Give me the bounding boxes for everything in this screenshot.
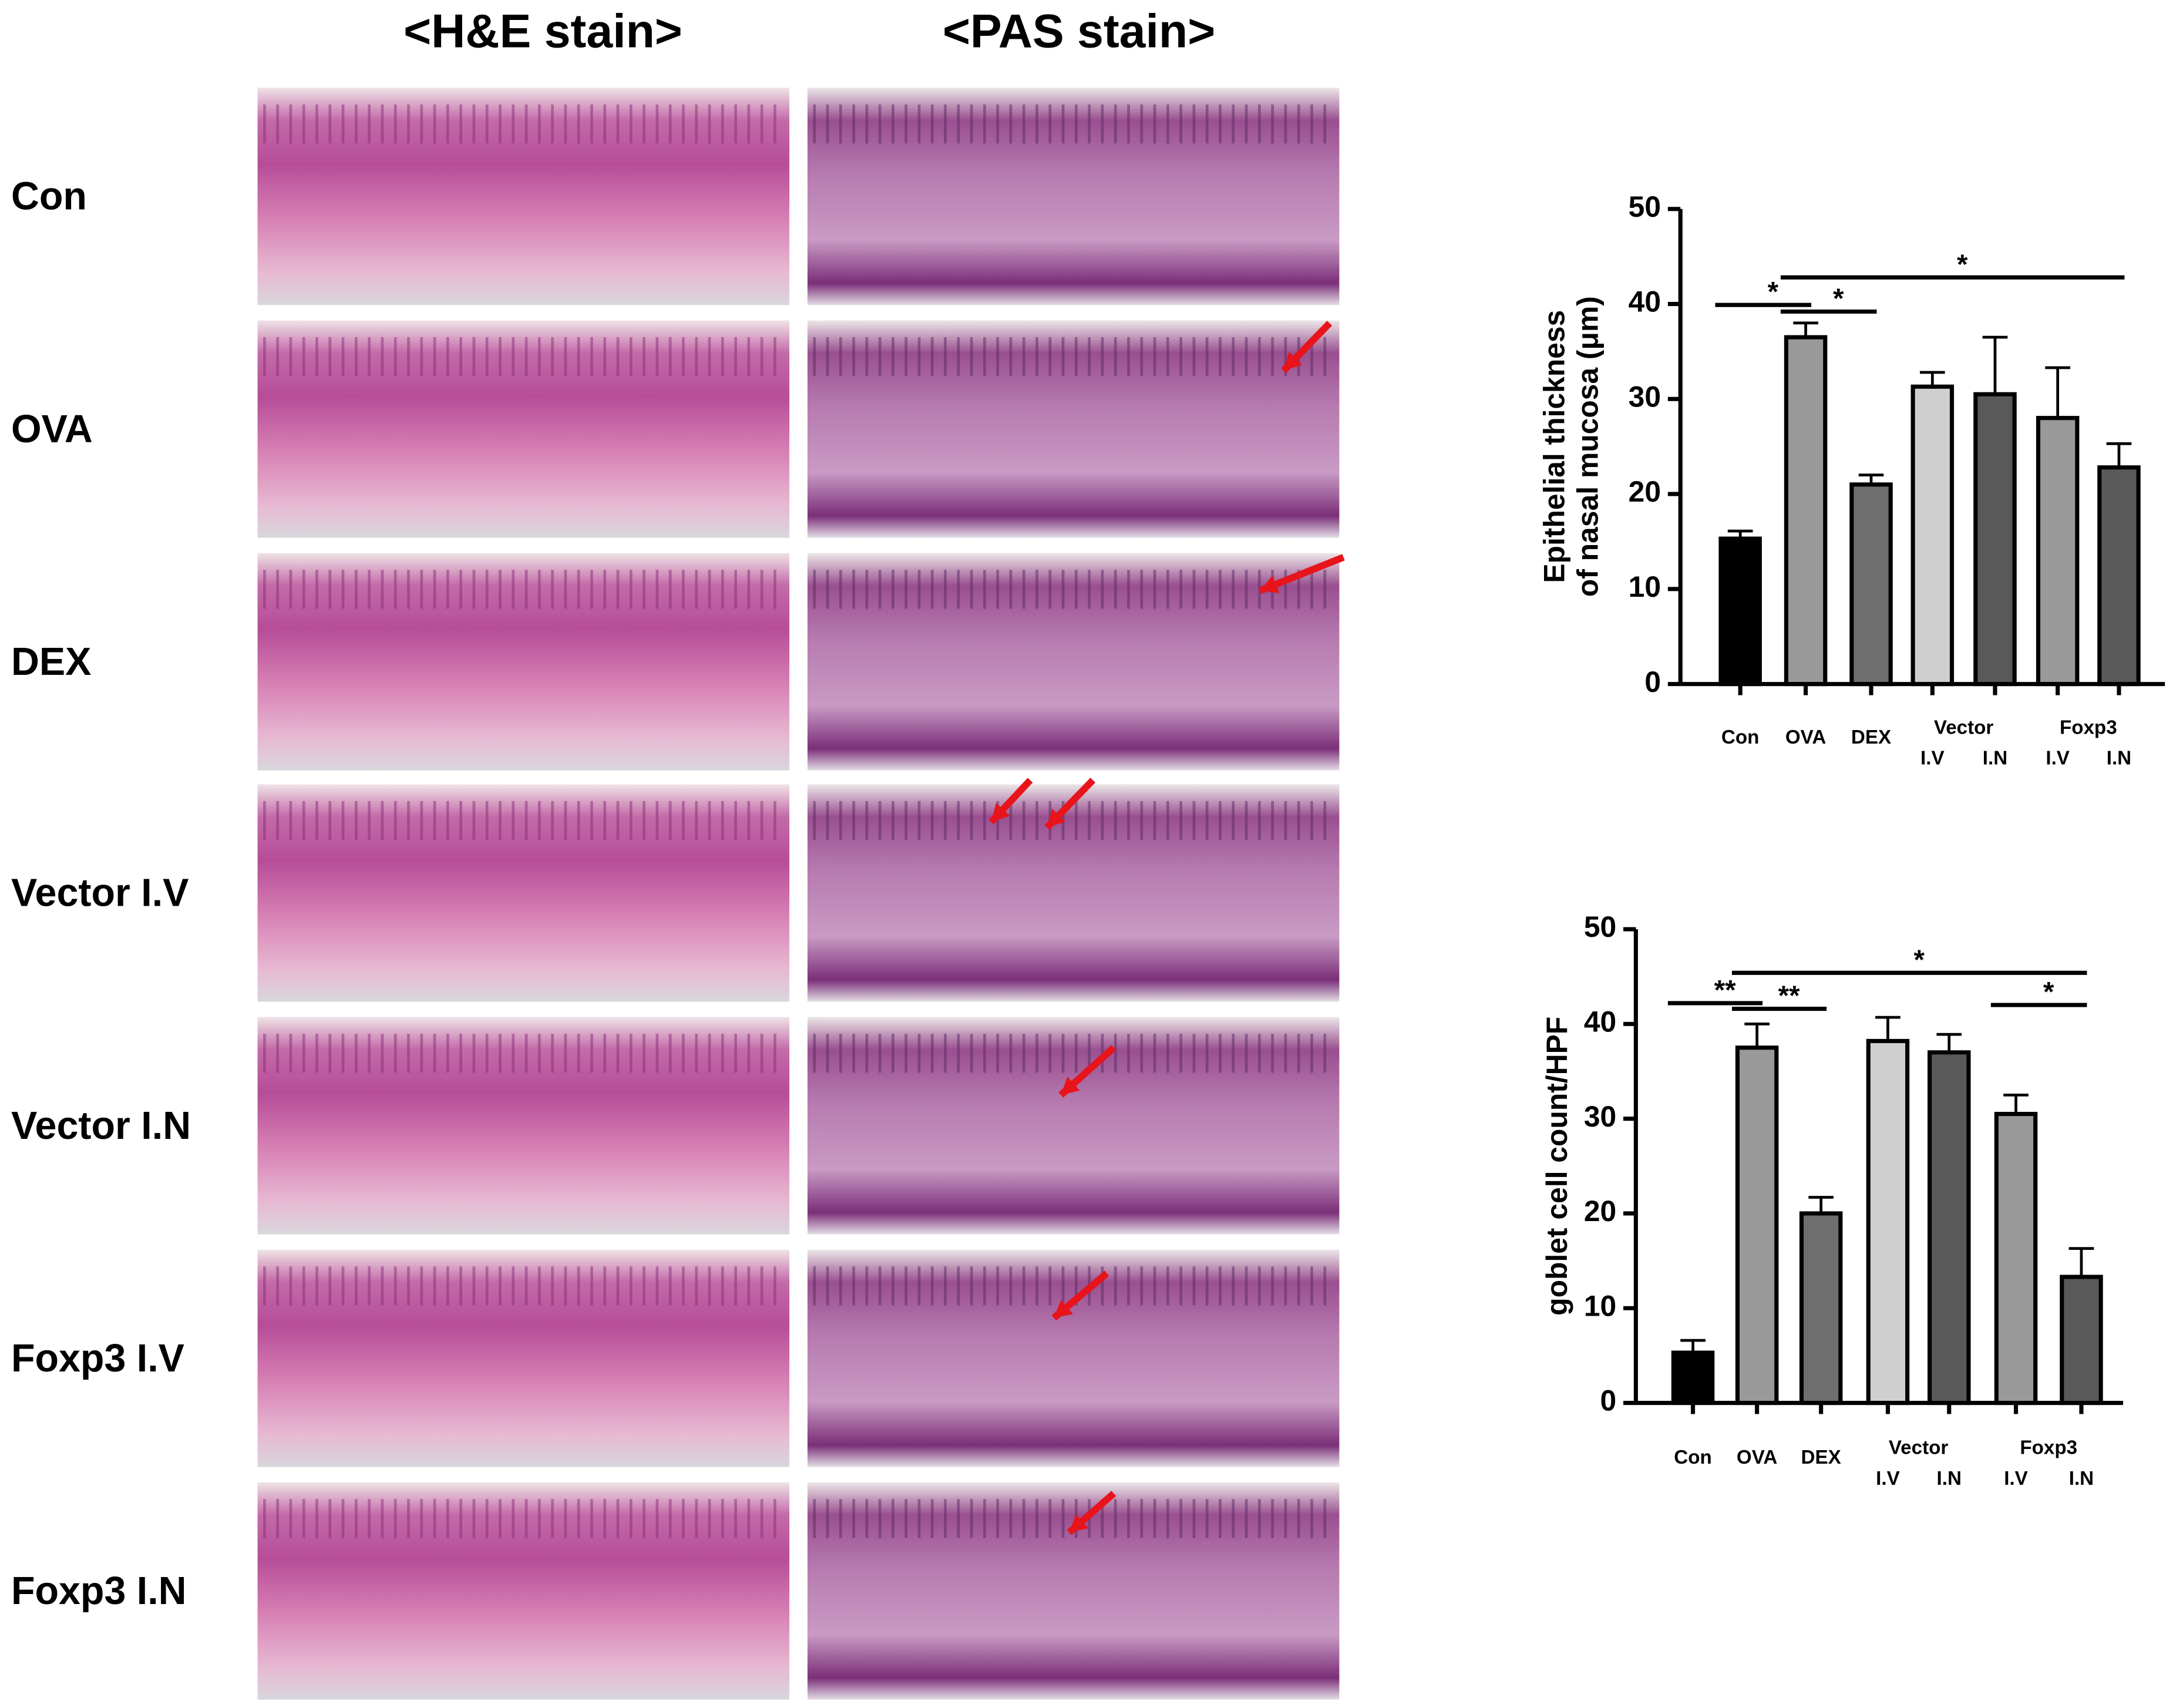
y-tick-label: 10	[1584, 1289, 1616, 1322]
significance-label: **	[1778, 980, 1800, 1011]
he-micrograph	[257, 1017, 790, 1235]
bar	[1784, 335, 1828, 687]
arrow-head	[1283, 351, 1303, 371]
row-label: Foxp3 I.V	[11, 1337, 184, 1380]
arrow-head	[1054, 1299, 1074, 1318]
y-tick-label: 40	[1629, 285, 1661, 318]
arrow-head	[1069, 1514, 1088, 1533]
x-tick-label: OVA	[1737, 1447, 1777, 1468]
arrow-head	[1260, 576, 1280, 593]
he-micrograph	[257, 88, 790, 305]
y-tick-label: 40	[1584, 1006, 1616, 1038]
column-header: <H&E stain>	[403, 5, 682, 58]
row-label: Foxp3 I.N	[11, 1569, 187, 1613]
x-tick-label: I.V	[2004, 1468, 2028, 1490]
y-axis-label: of nasal mucosa (μm)	[1571, 296, 1604, 597]
x-tick-label: I.V	[1920, 747, 1945, 769]
he-micrograph	[257, 553, 790, 771]
bar	[1994, 1112, 2038, 1406]
bar	[2097, 465, 2141, 687]
x-tick-label: DEX	[1801, 1447, 1841, 1468]
pas-micrograph	[807, 1017, 1340, 1235]
group-label: Foxp3	[2020, 1437, 2077, 1459]
x-tick-label: DEX	[1851, 727, 1891, 748]
y-tick-label: 30	[1584, 1100, 1616, 1133]
row-label: DEX	[11, 640, 91, 684]
x-tick-label: I.V	[1876, 1468, 1900, 1490]
x-tick-label: I.N	[2107, 747, 2131, 769]
group-label: Vector	[1889, 1437, 1949, 1459]
bar	[2060, 1275, 2103, 1406]
y-axis-label: Epithelial thickness	[1538, 310, 1570, 583]
group-label: Foxp3	[2060, 717, 2117, 738]
y-tick-label: 0	[1600, 1384, 1617, 1417]
row-label: Vector I.N	[11, 1104, 191, 1148]
he-micrograph	[257, 784, 790, 1002]
he-micrograph	[257, 1249, 790, 1467]
x-tick-label: I.N	[1937, 1468, 1962, 1490]
bar	[1973, 392, 2017, 687]
group-label: Vector	[1934, 717, 1994, 738]
y-tick-label: 20	[1629, 475, 1661, 508]
y-axis-label: goblet cell count/HPF	[1540, 1017, 1573, 1316]
significance-label: *	[1833, 283, 1844, 314]
bar	[1910, 384, 1955, 687]
he-micrograph	[257, 1482, 790, 1700]
pas-micrograph	[807, 1249, 1340, 1467]
bar	[1866, 1038, 1910, 1406]
x-tick-label: I.V	[2046, 747, 2070, 769]
x-tick-label: Con	[1674, 1447, 1711, 1468]
bar	[1718, 536, 1762, 687]
x-tick-label: OVA	[1785, 727, 1826, 748]
pas-micrograph	[807, 553, 1340, 771]
y-tick-label: 0	[1644, 665, 1661, 698]
y-tick-label: 30	[1629, 380, 1661, 413]
significance-label: *	[1768, 277, 1779, 308]
arrow-head	[991, 803, 1010, 822]
significance-label: *	[2043, 977, 2054, 1008]
bar	[1735, 1045, 1779, 1406]
significance-label: *	[1957, 249, 1968, 280]
x-tick-label: I.N	[1983, 747, 2007, 769]
significance-label: *	[1914, 944, 1925, 976]
row-label: Con	[11, 175, 87, 218]
y-tick-label: 20	[1584, 1195, 1616, 1228]
significance-label: **	[1714, 974, 1736, 1006]
x-tick-label: I.N	[2069, 1468, 2094, 1490]
pas-micrograph	[807, 88, 1340, 305]
pas-micrograph	[807, 1482, 1340, 1700]
he-micrograph	[257, 320, 790, 538]
row-label: Vector I.V	[11, 872, 189, 915]
pas-micrograph	[807, 784, 1340, 1002]
y-tick-label: 50	[1584, 910, 1616, 943]
row-label: OVA	[11, 408, 93, 451]
y-tick-label: 50	[1629, 190, 1661, 223]
x-tick-label: Con	[1721, 727, 1759, 748]
micrographs	[257, 88, 1340, 1700]
column-header: <PAS stain>	[943, 5, 1215, 58]
y-tick-label: 10	[1629, 570, 1661, 603]
bar	[1799, 1211, 1843, 1406]
bar	[2036, 416, 2080, 687]
bar	[1849, 482, 1893, 687]
bar	[1671, 1350, 1715, 1406]
pas-micrograph	[807, 320, 1340, 538]
arrow-head	[1061, 1077, 1080, 1095]
bar	[1928, 1050, 1971, 1406]
arrow-head	[1047, 808, 1066, 828]
